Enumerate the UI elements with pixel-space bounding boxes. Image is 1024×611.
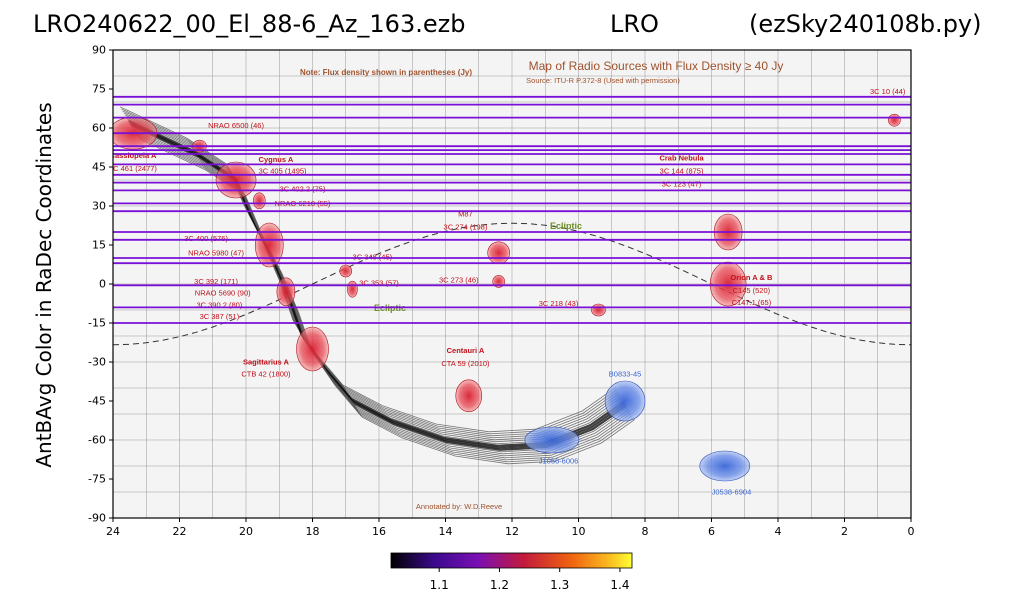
source-label: NRAO 5980 (47) (188, 248, 244, 257)
source-label: 3C 400 (576) (184, 234, 228, 243)
chart-title-center: LRO (610, 10, 659, 38)
x-tick-label: 20 (239, 525, 253, 538)
axis-ticks (109, 49, 912, 522)
source-label: CTB 42 (1800) (241, 369, 291, 378)
radio-source-red (347, 280, 358, 298)
source-label: 3C 387 (51) (200, 312, 240, 321)
x-tick-label: 2 (841, 525, 848, 538)
colorbar-tick-label: 1.3 (550, 578, 570, 592)
map-title: Map of Radio Sources with Flux Density ≥… (529, 59, 784, 73)
colorbar-tick-label: 1.1 (429, 578, 449, 592)
source-label: 3C 10 (44) (870, 87, 906, 96)
source-label: C147.1 (65) (732, 298, 772, 307)
radio-source-red (252, 192, 266, 210)
source-label: 3C 390.2 (80) (196, 300, 242, 309)
source-label: B0833-45 (609, 369, 642, 378)
y-tick-label: 45 (92, 160, 106, 174)
source-label: Sagittarius A (243, 358, 290, 367)
radio-source-red (888, 113, 901, 127)
radio-source-red (591, 303, 606, 317)
colorbar (390, 552, 633, 569)
radio-source-red (455, 379, 483, 413)
y-tick-label: -60 (88, 433, 106, 447)
ecliptic-label: Ecliptic (550, 221, 582, 231)
x-tick-label: 18 (305, 525, 320, 538)
source-label: J1056-6006 (539, 456, 579, 465)
source-label: 3C 461 (2477) (109, 164, 157, 173)
source-label: CTA 59 (2010) (441, 359, 490, 368)
chart-title-right: (ezSky240108b.py) (749, 10, 982, 38)
source-label: 3C 218 (43) (539, 299, 579, 308)
ecliptic-curve (113, 222, 911, 346)
x-tick-label: 10 (571, 525, 586, 538)
radio-source-red (339, 264, 353, 278)
map-note: Note: Flux density shown in parentheses … (300, 68, 472, 77)
source-label: 3C 144 (875) (660, 167, 704, 176)
x-tick-label: 24 (106, 525, 120, 538)
radio-source-map (113, 50, 911, 518)
source-label: Centauri A (447, 346, 485, 355)
source-label: 3C 392 (171) (194, 277, 238, 286)
radio-source-red (487, 241, 511, 265)
x-tick-label: 6 (708, 525, 715, 538)
source-label: Cassiopeia A (110, 151, 157, 160)
chart-title-left: LRO240622_00_El_88-6_Az_163.ezb (33, 10, 466, 38)
y-tick-label: -15 (88, 316, 106, 330)
source-label: Orion A & B (730, 273, 773, 282)
radio-source-red (215, 161, 257, 199)
source-label: 3C 348 (45) (353, 252, 393, 261)
map-source: Source: ITU-R P.372-8 (Used with permiss… (526, 76, 680, 85)
source-label: 3C 273 (46) (439, 276, 479, 285)
source-label: 3C 353 (57) (359, 278, 399, 287)
source-label: M87 (458, 209, 473, 218)
source-label: Cygnus A (259, 155, 294, 164)
galactic-contour (139, 138, 635, 465)
y-tick-label: 90 (92, 43, 106, 57)
radio-source-red (254, 222, 284, 268)
radio-source-red (296, 326, 329, 372)
y-tick-label: -90 (88, 511, 106, 525)
source-label: NRAO 5690 (90) (195, 289, 251, 298)
source-label: Crab Nebula (659, 154, 704, 163)
x-tick-label: 12 (505, 525, 519, 538)
colorbar-ticks (438, 568, 621, 572)
colorbar-tick-label: 1.4 (610, 578, 630, 592)
y-tick-label: -75 (88, 472, 106, 486)
purple-traces (113, 95, 911, 324)
y-tick-label: 15 (92, 238, 106, 252)
y-tick-label: 60 (92, 121, 106, 135)
x-tick-label: 22 (172, 525, 187, 538)
radio-source-blue (699, 450, 751, 482)
x-tick-label: 16 (372, 525, 386, 538)
source-label: 3C 405 (1495) (259, 167, 307, 176)
colorbar-tick-label: 1.2 (489, 578, 509, 592)
y-tick-label: 30 (92, 199, 106, 213)
source-label: C145 (520) (733, 286, 771, 295)
radio-source-red (276, 277, 296, 307)
x-tick-label: 8 (641, 525, 649, 538)
source-label: NRAO 6500 (46) (208, 121, 264, 130)
x-tick-label: 0 (907, 525, 915, 538)
y-tick-label: -45 (88, 394, 106, 408)
x-tick-label: 14 (438, 525, 453, 538)
source-label: 3C 274 (198) (444, 222, 488, 231)
map-annotated-by: Annotated by: W.D.Reeve (416, 502, 502, 511)
source-label: 3C 402.2 (75) (280, 185, 326, 194)
radio-source-red (709, 261, 747, 307)
y-tick-label: 0 (99, 277, 106, 291)
radio-source-blue (604, 380, 646, 422)
source-label: J0538-6904 (712, 488, 752, 497)
y-tick-label: -30 (88, 355, 106, 369)
x-tick-label: 4 (774, 525, 782, 538)
y-tick-label: 75 (92, 82, 106, 96)
source-label: 3C 123 (47) (662, 180, 702, 189)
radio-source-blue (524, 426, 580, 454)
